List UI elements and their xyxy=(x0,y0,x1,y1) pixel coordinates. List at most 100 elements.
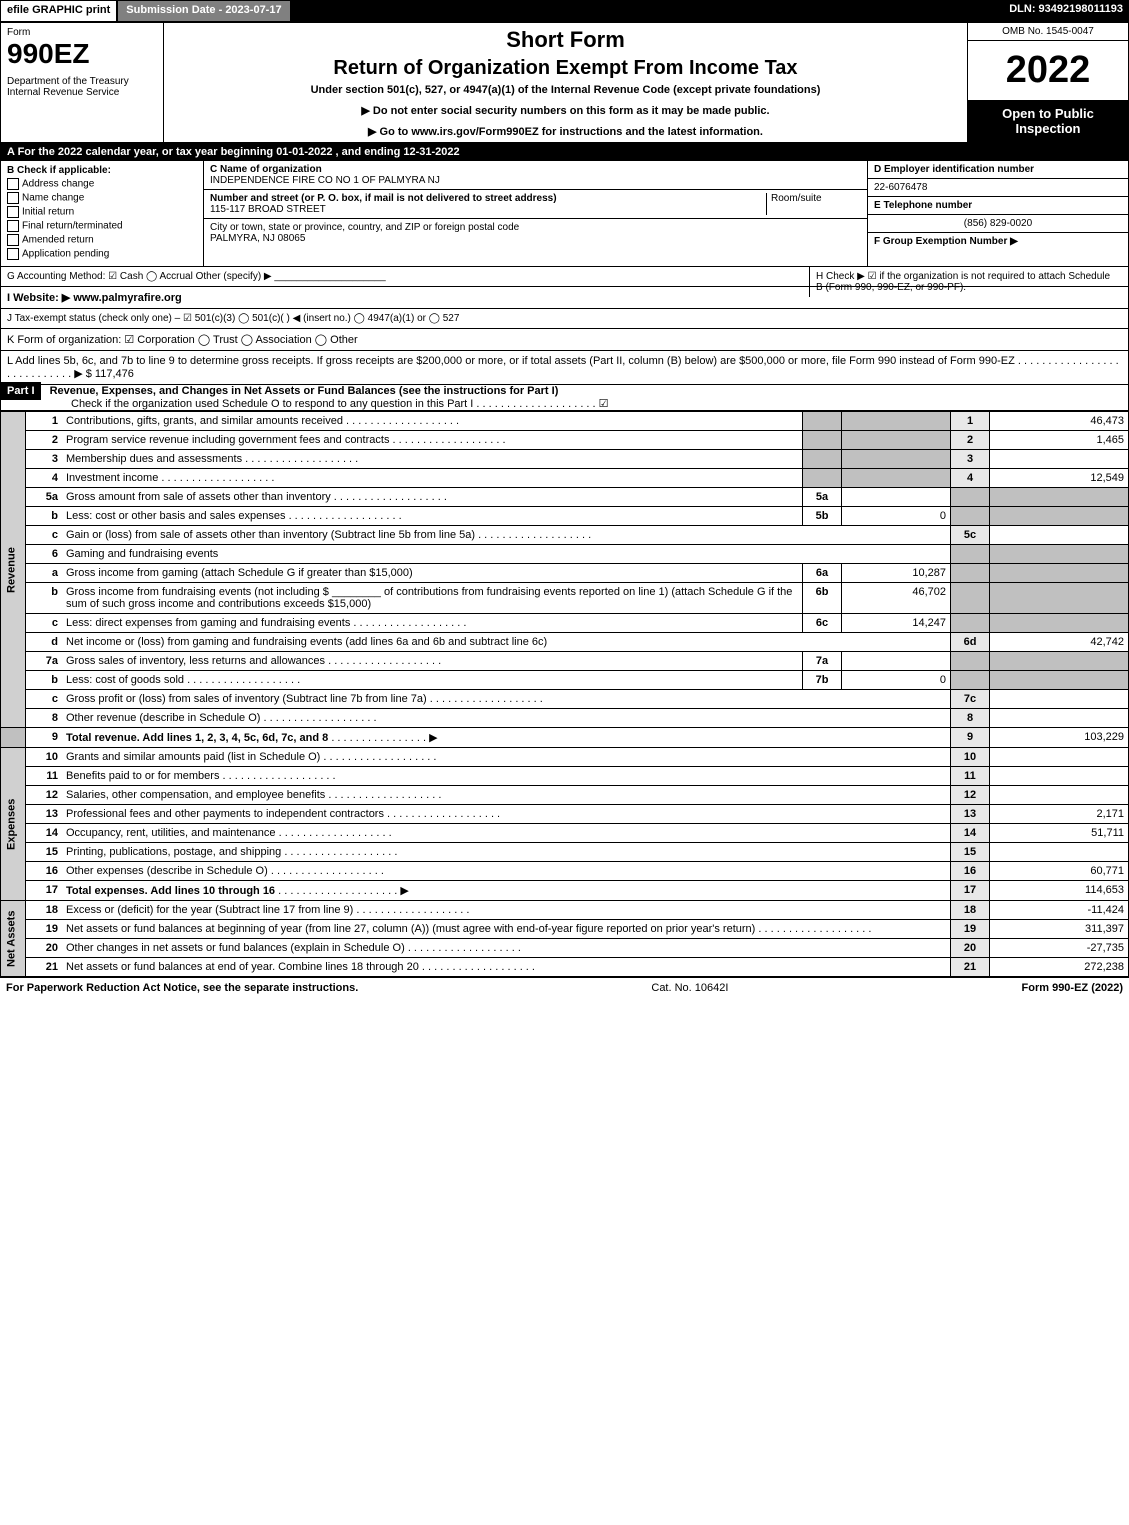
line-21-desc: Net assets or fund balances at end of ye… xyxy=(62,958,951,977)
line-5c-box: 5c xyxy=(951,526,990,545)
line-1-num: 1 xyxy=(26,412,63,431)
section-b-title: B Check if applicable: xyxy=(7,165,111,176)
line-19-box: 19 xyxy=(951,920,990,939)
section-h: H Check ▶ ☑ if the organization is not r… xyxy=(809,267,1122,297)
line-8-desc: Other revenue (describe in Schedule O) xyxy=(62,709,951,728)
line-5a-inum: 5a xyxy=(803,488,842,507)
line-6c-desc: Less: direct expenses from gaming and fu… xyxy=(62,614,803,633)
tax-year: 2022 xyxy=(968,41,1128,100)
row-l-receipts: L Add lines 5b, 6c, and 7b to line 9 to … xyxy=(0,351,1129,385)
omb-number: OMB No. 1545-0047 xyxy=(968,23,1128,41)
line-1-desc: Contributions, gifts, grants, and simila… xyxy=(62,412,803,431)
line-14-box: 14 xyxy=(951,824,990,843)
line-16-num: 16 xyxy=(26,862,63,881)
line-5b-inum: 5b xyxy=(803,507,842,526)
line-3-desc: Membership dues and assessments xyxy=(62,450,803,469)
main-table: Revenue 1Contributions, gifts, grants, a… xyxy=(0,411,1129,977)
accounting-method: G Accounting Method: ☑ Cash ◯ Accrual Ot… xyxy=(7,271,272,282)
line-18-num: 18 xyxy=(26,901,63,920)
line-6-desc: Gaming and fundraising events xyxy=(62,545,951,564)
line-7a-inum: 7a xyxy=(803,652,842,671)
line-5b-ival: 0 xyxy=(842,507,951,526)
line-18-val: -11,424 xyxy=(990,901,1129,920)
line-9-box: 9 xyxy=(951,728,990,748)
line-5b-desc: Less: cost or other basis and sales expe… xyxy=(62,507,803,526)
open-inspection: Open to Public Inspection xyxy=(968,100,1128,142)
line-4-box: 4 xyxy=(951,469,990,488)
line-7c-box: 7c xyxy=(951,690,990,709)
line-6-num: 6 xyxy=(26,545,63,564)
checkbox-final-return[interactable]: Final return/terminated xyxy=(7,220,197,232)
line-4-val: 12,549 xyxy=(990,469,1129,488)
part-i-header: Part I Revenue, Expenses, and Changes in… xyxy=(0,385,1129,411)
netassets-side-label: Net Assets xyxy=(1,901,26,977)
line-19-val: 311,397 xyxy=(990,920,1129,939)
city-state-zip: PALMYRA, NJ 08065 xyxy=(210,233,305,244)
line-6b-desc: Gross income from fundraising events (no… xyxy=(62,583,803,614)
line-6c-num: c xyxy=(26,614,63,633)
line-15-desc: Printing, publications, postage, and shi… xyxy=(62,843,951,862)
checkbox-initial-return[interactable]: Initial return xyxy=(7,206,197,218)
line-5c-num: c xyxy=(26,526,63,545)
short-form-title: Short Form xyxy=(172,27,959,53)
line-6d-box: 6d xyxy=(951,633,990,652)
line-7a-num: 7a xyxy=(26,652,63,671)
line-17-val: 114,653 xyxy=(990,881,1129,901)
line-6a-desc: Gross income from gaming (attach Schedul… xyxy=(62,564,803,583)
line-2-box: 2 xyxy=(951,431,990,450)
top-bar: efile GRAPHIC print Submission Date - 20… xyxy=(0,0,1129,22)
checkbox-pending[interactable]: Application pending xyxy=(7,248,197,260)
line-11-val xyxy=(990,767,1129,786)
ssn-warning: ▶ Do not enter social security numbers o… xyxy=(172,104,959,117)
line-5a-desc: Gross amount from sale of assets other t… xyxy=(62,488,803,507)
section-def: D Employer identification number 22-6076… xyxy=(867,161,1128,266)
line-7c-desc: Gross profit or (loss) from sales of inv… xyxy=(62,690,951,709)
subtitle: Under section 501(c), 527, or 4947(a)(1)… xyxy=(172,84,959,96)
revenue-side-label: Revenue xyxy=(1,412,26,728)
line-14-desc: Occupancy, rent, utilities, and maintena… xyxy=(62,824,951,843)
submission-date: Submission Date - 2023-07-17 xyxy=(117,0,290,22)
checkbox-amended[interactable]: Amended return xyxy=(7,234,197,246)
line-17-desc: Total expenses. Add lines 10 through 16 … xyxy=(62,881,951,901)
line-7b-desc: Less: cost of goods sold xyxy=(62,671,803,690)
line-7b-num: b xyxy=(26,671,63,690)
line-13-desc: Professional fees and other payments to … xyxy=(62,805,951,824)
group-exemption: F Group Exemption Number ▶ xyxy=(868,233,1128,250)
line-6c-ival: 14,247 xyxy=(842,614,951,633)
line-7b-inum: 7b xyxy=(803,671,842,690)
line-10-val xyxy=(990,748,1129,767)
line-16-desc: Other expenses (describe in Schedule O) xyxy=(62,862,951,881)
line-1-box: 1 xyxy=(951,412,990,431)
line-11-desc: Benefits paid to or for members xyxy=(62,767,951,786)
line-6b-inum: 6b xyxy=(803,583,842,614)
line-13-box: 13 xyxy=(951,805,990,824)
line-21-num: 21 xyxy=(26,958,63,977)
row-a-period: A For the 2022 calendar year, or tax yea… xyxy=(0,143,1129,161)
line-7c-val xyxy=(990,690,1129,709)
tel-value: (856) 829-0020 xyxy=(868,215,1128,233)
line-2-num: 2 xyxy=(26,431,63,450)
section-bcdef: B Check if applicable: Address change Na… xyxy=(0,161,1129,267)
goto-link[interactable]: ▶ Go to www.irs.gov/Form990EZ for instru… xyxy=(172,125,959,138)
line-7b-ival: 0 xyxy=(842,671,951,690)
line-16-val: 60,771 xyxy=(990,862,1129,881)
line-8-val xyxy=(990,709,1129,728)
line-13-val: 2,171 xyxy=(990,805,1129,824)
line-6d-num: d xyxy=(26,633,63,652)
line-6a-ival: 10,287 xyxy=(842,564,951,583)
line-7c-num: c xyxy=(26,690,63,709)
form-header: Form 990EZ Department of the Treasury In… xyxy=(0,22,1129,143)
part-i-check: Check if the organization used Schedule … xyxy=(1,398,609,410)
checkbox-name-change[interactable]: Name change xyxy=(7,192,197,204)
line-9-desc: Total revenue. Add lines 1, 2, 3, 4, 5c,… xyxy=(62,728,951,748)
line-19-desc: Net assets or fund balances at beginning… xyxy=(62,920,951,939)
footer-form: Form 990-EZ (2022) xyxy=(1022,982,1123,994)
line-7a-desc: Gross sales of inventory, less returns a… xyxy=(62,652,803,671)
line-3-num: 3 xyxy=(26,450,63,469)
dln: DLN: 93492198011193 xyxy=(1003,0,1129,22)
checkbox-address-change[interactable]: Address change xyxy=(7,178,197,190)
line-6d-desc: Net income or (loss) from gaming and fun… xyxy=(62,633,951,652)
line-7a-ival xyxy=(842,652,951,671)
line-12-desc: Salaries, other compensation, and employ… xyxy=(62,786,951,805)
efile-print-label[interactable]: efile GRAPHIC print xyxy=(0,0,117,22)
